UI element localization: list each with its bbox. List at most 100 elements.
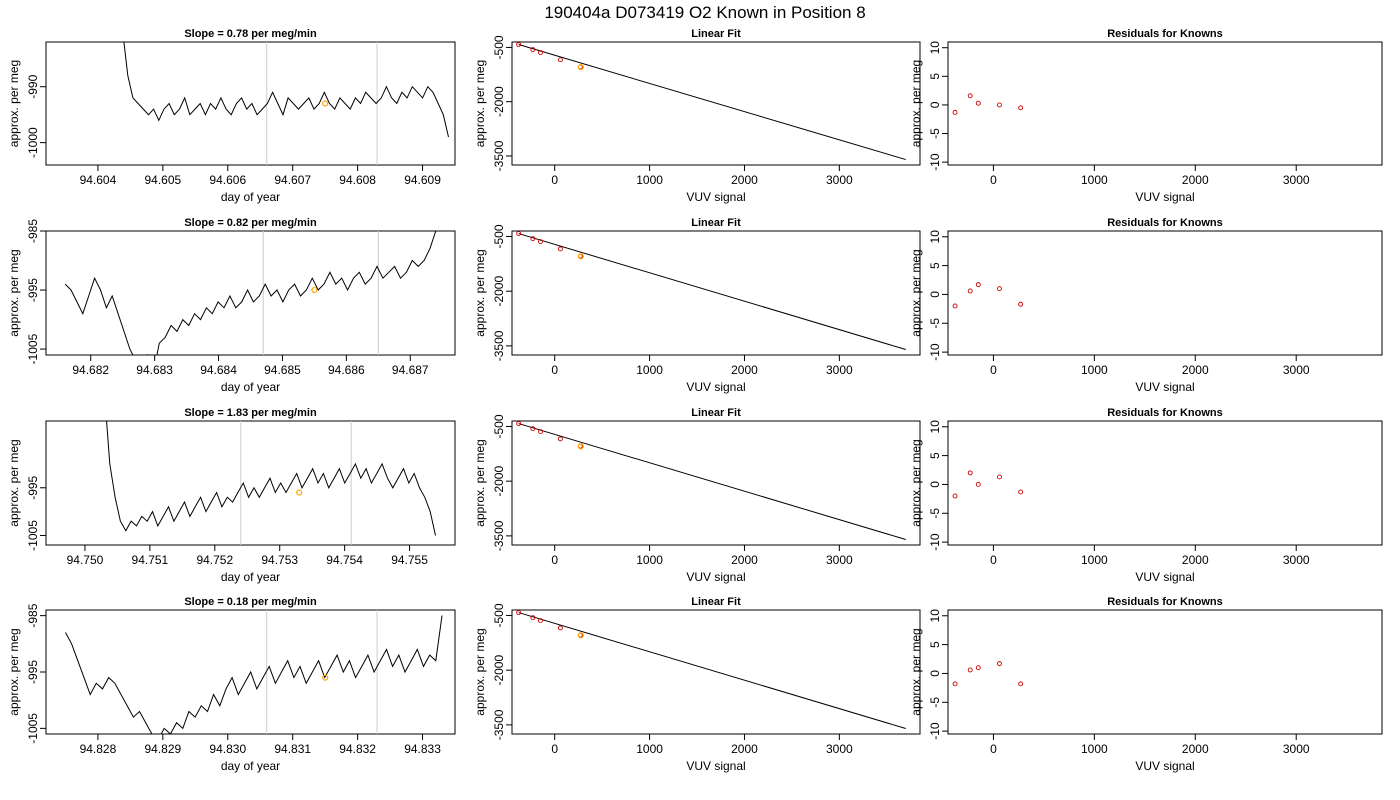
x-tick-label: 1000 <box>1081 742 1108 756</box>
y-tick-label: -5 <box>928 318 942 329</box>
residual-point <box>975 282 981 288</box>
x-tick-label: 94.608 <box>339 173 376 187</box>
plot-area <box>952 93 1024 115</box>
x-tick-label: 3000 <box>1283 742 1310 756</box>
x-tick-label: 3000 <box>826 742 853 756</box>
x-axis-label: VUV signal <box>686 190 745 204</box>
y-tick-label: -990 <box>26 74 40 98</box>
x-tick-label: 94.830 <box>209 742 246 756</box>
panel-timeseries: Slope = 1.83 per meg/min 94.750 94.751 94.7… <box>7 407 456 584</box>
fit-point <box>530 236 536 242</box>
y-axis-label: approx. per meg <box>473 60 487 147</box>
x-tick-label: 1000 <box>636 173 663 187</box>
x-tick-label: 0 <box>990 173 997 187</box>
highlight-point <box>322 100 329 107</box>
fit-line <box>518 233 906 351</box>
panel-title: Slope = 0.82 per meg/min <box>184 217 317 229</box>
y-tick-label: 5 <box>928 73 942 80</box>
x-tick-label: 94.752 <box>196 553 233 567</box>
x-tick-label: 3000 <box>1283 553 1310 567</box>
y-axis-label: approx. per meg <box>909 249 923 336</box>
x-tick-label: 1000 <box>1081 363 1108 377</box>
x-tick-label: 94.829 <box>145 742 182 756</box>
plot-frame <box>947 609 1383 735</box>
highlight-point <box>577 632 584 639</box>
x-tick-label: 0 <box>551 553 558 567</box>
panel-timeseries: Slope = 0.82 per meg/min 94.682 94.683 94.6… <box>7 217 456 394</box>
x-tick-label: 94.687 <box>392 363 429 377</box>
data-series-line <box>106 421 436 536</box>
panel-linear-fit: Linear Fit 0 1000 2000 3000 -500 -2000 -3500 VUV… <box>473 596 921 773</box>
y-axis-label: approx. per meg <box>473 439 487 526</box>
panel-title: Linear Fit <box>691 407 741 419</box>
fit-point <box>530 426 536 432</box>
y-tick-label: -5 <box>928 128 942 139</box>
x-axis-label: VUV signal <box>686 570 745 584</box>
fit-point <box>516 42 522 47</box>
x-tick-label: 0 <box>990 742 997 756</box>
fit-point <box>516 610 522 616</box>
y-tick-label: 0 <box>928 101 942 108</box>
panel-title: Residuals for Knowns <box>1107 28 1223 40</box>
panel-title: Residuals for Knowns <box>1107 407 1223 419</box>
x-axis-label: day of year <box>221 759 280 773</box>
y-tick-label: -500 <box>492 224 506 248</box>
highlight-point <box>322 674 329 681</box>
plot-frame <box>947 420 1383 546</box>
y-tick-label: -10 <box>928 153 942 171</box>
residual-point <box>975 665 981 671</box>
panel-linear-fit: Linear Fit 0 1000 2000 3000 -500 -2000 -3500 VUV… <box>473 407 921 584</box>
x-tick-label: 2000 <box>1182 173 1209 187</box>
x-tick-label: 94.832 <box>339 742 376 756</box>
x-tick-label: 3000 <box>1283 173 1310 187</box>
fit-point <box>538 618 543 624</box>
y-tick-label: 0 <box>928 670 942 677</box>
x-tick-label: 2000 <box>731 173 758 187</box>
plot-area <box>516 421 906 541</box>
y-tick-label: -2000 <box>492 655 506 686</box>
y-tick-label: 5 <box>928 641 942 648</box>
x-tick-label: 94.833 <box>404 742 441 756</box>
y-tick-label: 10 <box>928 609 942 623</box>
y-axis-label: approx. per meg <box>909 439 923 526</box>
panel-title: Linear Fit <box>691 596 741 608</box>
panel-linear-fit: Linear Fit 0 1000 2000 3000 -500 -2000 -3500 VUV… <box>473 28 921 204</box>
fit-point <box>557 57 563 63</box>
fit-line <box>518 423 906 541</box>
x-tick-label: 1000 <box>1081 173 1108 187</box>
y-tick-label: 0 <box>928 481 942 488</box>
panel-residuals: Residuals for Knowns 0 1000 2000 3000 -10 -5 0 5… <box>909 407 1383 584</box>
residual-point <box>952 303 958 309</box>
x-tick-label: 1000 <box>636 553 663 567</box>
y-tick-label: -2000 <box>492 86 506 117</box>
x-tick-label: 94.605 <box>145 173 182 187</box>
y-tick-label: -10 <box>928 343 942 361</box>
data-series-line <box>65 615 443 734</box>
x-tick-label: 94.755 <box>391 553 428 567</box>
fit-point <box>538 429 543 435</box>
data-series-line <box>64 231 437 355</box>
residual-point <box>997 474 1002 480</box>
residual-point <box>1018 301 1024 307</box>
panel-timeseries: Slope = 0.78 per meg/min 94.604 94.605 94.6… <box>7 28 456 204</box>
residual-point <box>1018 681 1024 687</box>
y-axis-label: approx. per meg <box>473 249 487 336</box>
highlight-point <box>577 64 584 71</box>
y-tick-label: -500 <box>492 35 506 59</box>
y-tick-label: -1000 <box>26 127 40 158</box>
plot-area <box>516 231 906 351</box>
x-tick-label: 94.686 <box>328 363 365 377</box>
plot-area <box>106 421 436 545</box>
residual-point <box>997 286 1002 292</box>
plot-area <box>64 231 437 355</box>
y-tick-label: -995 <box>26 475 40 499</box>
plot-frame <box>511 420 921 546</box>
residual-point <box>1018 489 1024 495</box>
fit-point <box>538 50 543 55</box>
x-axis-label: day of year <box>221 380 280 394</box>
y-tick-label: -5 <box>928 697 942 708</box>
panel-title: Slope = 0.78 per meg/min <box>184 28 317 40</box>
x-tick-label: 1000 <box>636 742 663 756</box>
x-tick-label: 3000 <box>826 553 853 567</box>
panel-residuals: Residuals for Knowns 0 1000 2000 3000 -10 -5 0 5… <box>909 28 1383 204</box>
